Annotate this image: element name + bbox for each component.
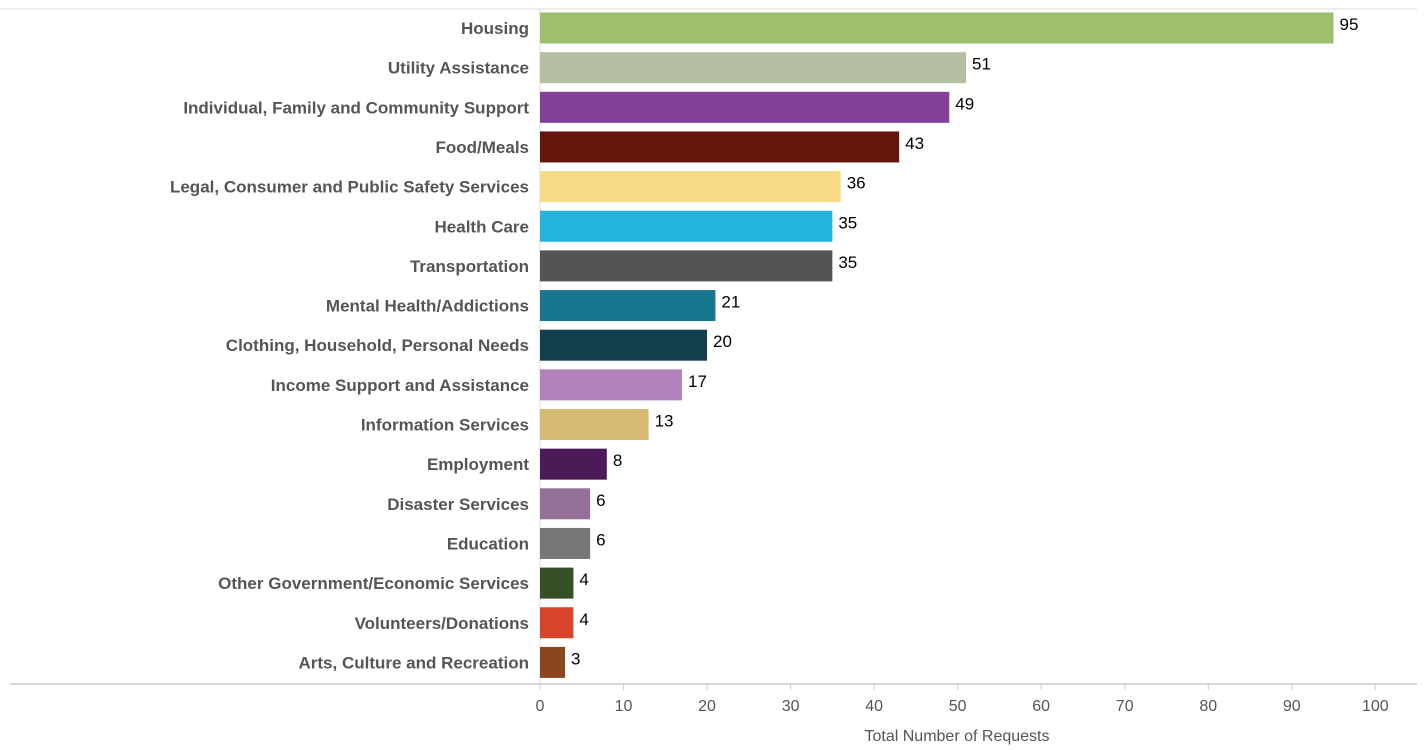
category-label-mental-health-addictions: Mental Health/Addictions [326,297,529,316]
bar-transportation [540,250,833,282]
value-label-housing: 95 [1340,15,1359,34]
x-tick-label: 60 [1032,698,1050,715]
value-label-legal-consumer-and-public-safety-services: 36 [847,174,866,193]
category-label-health-care: Health Care [435,217,529,236]
bar-legal-consumer-and-public-safety-services [540,171,841,203]
x-tick-label: 80 [1199,698,1217,715]
category-label-other-government-economic-services: Other Government/Economic Services [218,574,529,593]
value-label-education: 6 [596,530,605,549]
bar-clothing-household-personal-needs [540,329,708,361]
bar-education [540,527,591,559]
bar-other-government-economic-services [540,567,574,599]
bar-income-support-and-assistance [540,369,683,401]
category-label-housing: Housing [461,19,529,38]
value-label-information-services: 13 [655,412,674,431]
value-label-volunteers-donations: 4 [579,610,588,629]
value-label-utility-assistance: 51 [972,55,991,74]
x-axis: 0 10 20 30 40 50 60 70 80 90 100 [10,683,1418,715]
x-axis-title: Total Number of Requests [865,728,1050,745]
bar-mental-health-addictions [540,290,716,322]
x-tick-label: 90 [1283,698,1301,715]
bar-utility-assistance [540,52,967,84]
value-label-arts-culture-and-recreation: 3 [571,649,580,668]
category-label-clothing-household-personal-needs: Clothing, Household, Personal Needs [226,336,529,355]
x-tick-label: 100 [1362,698,1389,715]
x-tick-label: 10 [615,698,633,715]
bar-employment [540,448,607,480]
value-label-employment: 8 [613,451,622,470]
category-label-individual-family-and-community-support: Individual, Family and Community Support [183,98,529,117]
bars [540,12,1334,678]
value-label-individual-family-and-community-support: 49 [955,94,974,113]
category-label-legal-consumer-and-public-safety-services: Legal, Consumer and Public Safety Servic… [170,178,529,197]
value-label-transportation: 35 [838,253,857,272]
x-tick-label: 30 [782,698,800,715]
x-tick-label: 70 [1116,698,1134,715]
bar-disaster-services [540,488,591,520]
x-tick-label: 0 [536,698,545,715]
x-tick-label: 50 [949,698,967,715]
category-label-disaster-services: Disaster Services [387,495,529,514]
category-label-utility-assistance: Utility Assistance [388,59,529,78]
category-labels: Housing Utility Assistance Individual, Fam… [170,19,529,672]
bar-health-care [540,210,833,242]
category-label-education: Education [447,534,529,553]
value-label-income-support-and-assistance: 17 [688,372,707,391]
bar-housing [540,12,1334,44]
bar-food-meals [540,131,900,163]
category-label-arts-culture-and-recreation: Arts, Culture and Recreation [299,653,530,672]
x-tick-label: 40 [865,698,883,715]
bar-volunteers-donations [540,607,574,639]
category-label-food-meals: Food/Meals [435,138,529,157]
category-label-employment: Employment [427,455,529,474]
category-label-income-support-and-assistance: Income Support and Assistance [271,376,529,395]
value-label-health-care: 35 [838,213,857,232]
category-label-transportation: Transportation [410,257,529,276]
category-label-information-services: Information Services [361,416,529,435]
value-label-other-government-economic-services: 4 [579,570,588,589]
value-label-disaster-services: 6 [596,491,605,510]
value-label-mental-health-addictions: 21 [721,293,740,312]
bar-individual-family-and-community-support [540,91,950,123]
bar-arts-culture-and-recreation [540,646,566,678]
x-tick-label: 20 [698,698,716,715]
value-label-clothing-household-personal-needs: 20 [713,332,732,351]
value-label-food-meals: 43 [905,134,924,153]
bar-information-services [540,409,649,440]
category-label-volunteers-donations: Volunteers/Donations [355,614,529,633]
